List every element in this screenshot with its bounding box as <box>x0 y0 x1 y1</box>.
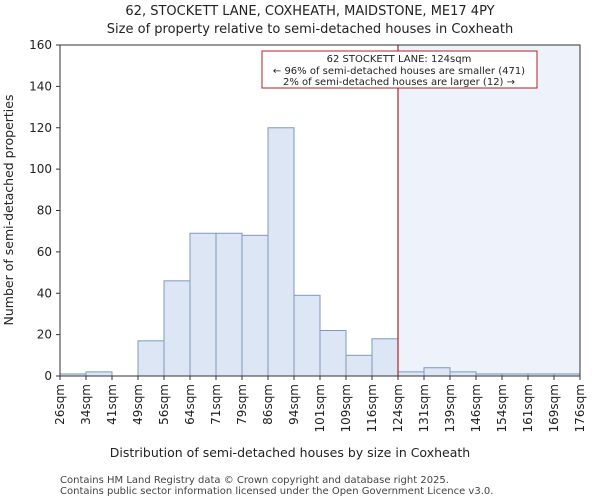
x-tick-label: 34sqm <box>79 384 93 425</box>
bars-group <box>59 127 581 377</box>
annotation-line-1: 62 STOCKETT LANE: 124sqm <box>327 54 472 65</box>
bar-64sqm <box>189 232 217 377</box>
y-tick-label: 80 <box>37 204 52 218</box>
x-tick-label: 64sqm <box>183 384 197 425</box>
y-axis-label: Number of semi-detached properties <box>1 95 16 326</box>
highlight-region <box>398 45 580 376</box>
y-tick-label: 0 <box>44 369 52 383</box>
x-tick-label: 154sqm <box>495 384 509 432</box>
bar-71sqm <box>215 232 243 377</box>
x-tick-label: 124sqm <box>391 384 405 432</box>
bar-139sqm <box>449 371 477 377</box>
x-tick-label: 139sqm <box>443 384 457 432</box>
bar-94sqm <box>293 294 321 377</box>
x-tick-label: 101sqm <box>313 384 327 432</box>
bar-109sqm <box>345 354 373 377</box>
bar-86sqm <box>267 127 295 377</box>
x-tick-label: 79sqm <box>235 384 249 425</box>
x-tick-label: 94sqm <box>287 384 301 425</box>
x-tick-label: 161sqm <box>521 384 535 432</box>
x-tick-label: 109sqm <box>339 384 353 432</box>
y-tick-label: 140 <box>29 79 52 93</box>
y-tick-label: 160 <box>29 38 52 52</box>
x-tick-label: 86sqm <box>261 384 275 425</box>
annotation-line-3: 2% of semi-detached houses are larger (1… <box>283 77 515 88</box>
plot-area: 0 20 40 60 80 100 120 140 160 26sqm 34sqm 41sqm 49s… <box>29 38 587 432</box>
bar-79sqm <box>241 234 269 377</box>
footer-line-1: Contains HM Land Registry data © Crown c… <box>60 475 449 486</box>
annotation-border <box>261 50 538 89</box>
x-tick-label: 26sqm <box>53 384 67 425</box>
bar-56sqm <box>163 280 191 377</box>
bar-131sqm <box>423 367 451 377</box>
annotation-line-2: ← 96% of semi-detached houses are smalle… <box>273 66 525 77</box>
x-tick-label: 41sqm <box>105 384 119 425</box>
x-axis-label: Distribution of semi-detached houses by … <box>110 445 470 460</box>
bar-116sqm <box>371 338 399 377</box>
x-axis: 26sqm 34sqm 41sqm 49sqm 56sqm 64sqm 71sqm 79sqm… <box>53 376 587 432</box>
bar-124sqm <box>397 371 425 377</box>
y-tick-label: 120 <box>29 121 52 135</box>
annotation-box: 62 STOCKETT LANE: 124sqm ← 96% of semi-d… <box>261 50 538 89</box>
y-tick-label: 40 <box>37 286 52 300</box>
x-tick-label: 116sqm <box>365 384 379 432</box>
bar-101sqm <box>319 329 347 377</box>
footer-line-2: Contains public sector information licen… <box>60 486 493 497</box>
y-tick-label: 20 <box>37 328 52 342</box>
x-tick-label: 49sqm <box>131 384 145 425</box>
bar-34sqm <box>85 371 113 377</box>
x-tick-label: 56sqm <box>157 384 171 425</box>
y-axis: 0 20 40 60 80 100 120 140 160 <box>29 38 60 383</box>
x-tick-label: 131sqm <box>417 384 431 432</box>
x-tick-label: 176sqm <box>573 384 587 432</box>
y-tick-label: 60 <box>37 245 52 259</box>
x-tick-label: 146sqm <box>469 384 483 432</box>
x-tick-label: 169sqm <box>547 384 561 432</box>
bar-49sqm <box>137 340 165 377</box>
chart-title: 62, STOCKETT LANE, COXHEATH, MAIDSTONE, … <box>125 4 494 19</box>
y-tick-label: 100 <box>29 162 52 176</box>
x-tick-label: 71sqm <box>209 384 223 425</box>
chart-subtitle: Size of property relative to semi-detach… <box>107 22 513 37</box>
